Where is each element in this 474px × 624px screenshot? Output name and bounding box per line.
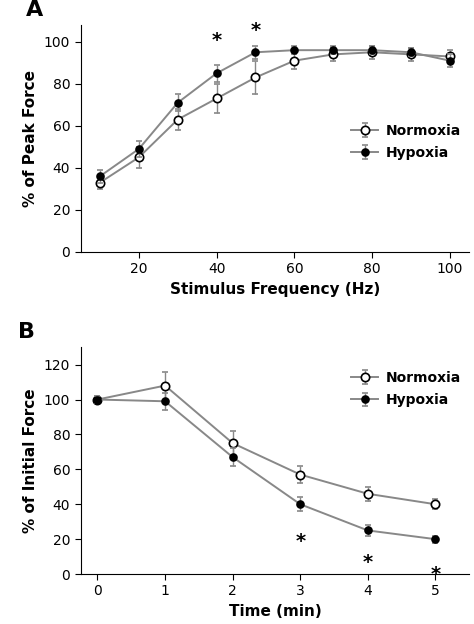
X-axis label: Stimulus Frequency (Hz): Stimulus Frequency (Hz): [170, 282, 380, 297]
Legend: Normoxia, Hypoxia: Normoxia, Hypoxia: [345, 366, 466, 413]
Legend: Normoxia, Hypoxia: Normoxia, Hypoxia: [345, 118, 466, 165]
Text: B: B: [18, 322, 36, 342]
Text: A: A: [26, 0, 44, 20]
Y-axis label: % of Peak Force: % of Peak Force: [23, 70, 38, 207]
Text: *: *: [211, 31, 222, 50]
Text: *: *: [250, 21, 261, 40]
Text: *: *: [295, 532, 305, 551]
Y-axis label: % of Initial Force: % of Initial Force: [23, 388, 38, 533]
X-axis label: Time (min): Time (min): [228, 604, 321, 619]
Text: *: *: [430, 565, 440, 584]
Text: *: *: [363, 553, 373, 572]
